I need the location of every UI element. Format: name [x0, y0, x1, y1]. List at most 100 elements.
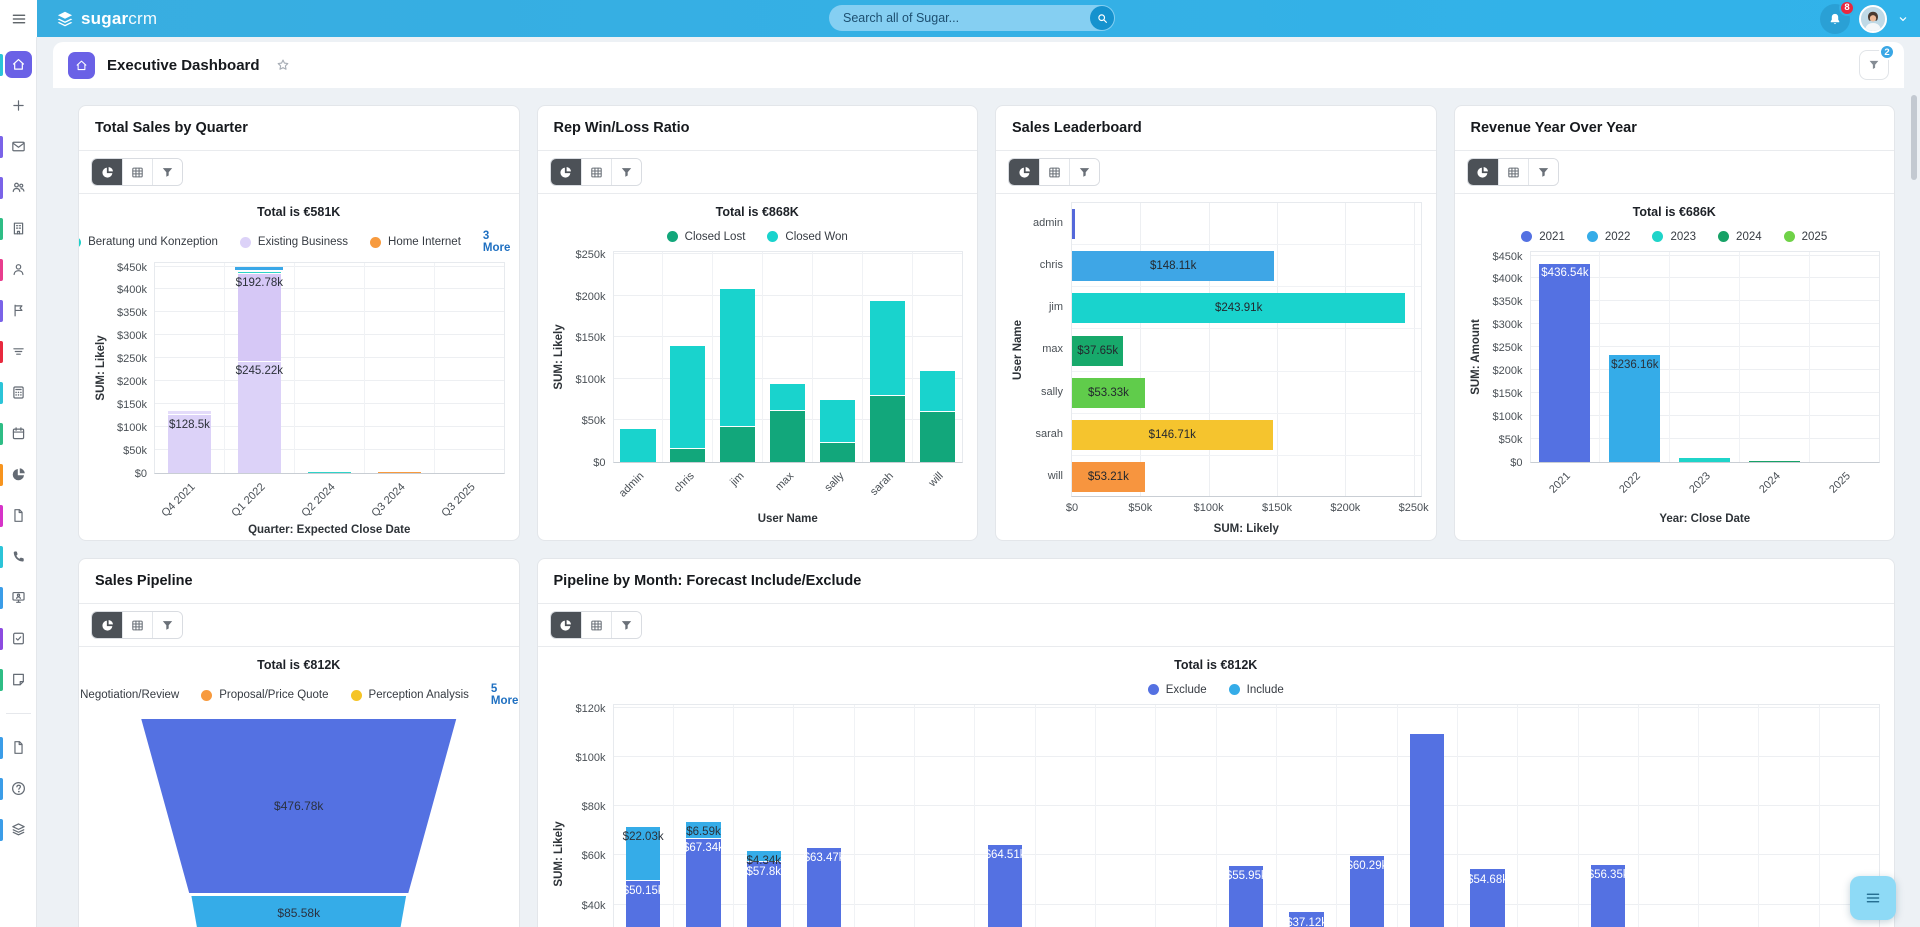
legend-item[interactable]: Proposal/Price Quote [201, 689, 329, 701]
search-button[interactable] [1090, 6, 1114, 30]
bar[interactable] [820, 252, 856, 462]
bar[interactable] [1772, 705, 1806, 927]
bar[interactable] [1531, 705, 1565, 927]
bar[interactable]: $128.5k [168, 263, 211, 473]
menu-toggle-button[interactable] [0, 0, 37, 37]
bar[interactable]: $63.47k [804, 705, 845, 927]
table-view-button[interactable] [1039, 159, 1069, 185]
legend-item[interactable]: 2024 [1718, 231, 1762, 243]
filter-button[interactable] [152, 612, 182, 638]
bar-sally[interactable]: $53.33k [1072, 377, 1145, 408]
bar[interactable] [1679, 252, 1731, 462]
bar[interactable]: $55.95k [1226, 705, 1267, 927]
bar[interactable] [448, 263, 491, 473]
legend-item[interactable]: Negotiation/Review [79, 689, 179, 701]
sidebar-item-documents[interactable] [0, 495, 37, 536]
dashboard-home-tile[interactable] [68, 51, 95, 79]
legend-item[interactable]: Closed Won [767, 231, 848, 243]
bar-segment[interactable] [686, 822, 721, 839]
sidebar-item-contacts[interactable] [0, 249, 37, 290]
bar[interactable] [1819, 252, 1870, 462]
sidebar-item-employees[interactable] [0, 167, 37, 208]
bar[interactable] [1410, 705, 1445, 927]
legend-item[interactable]: Include [1228, 684, 1284, 696]
bar-segment[interactable] [1410, 734, 1445, 927]
profile-chevron-down-icon[interactable] [1896, 12, 1910, 26]
legend-item[interactable]: Home Internet [370, 236, 461, 248]
bar[interactable] [620, 252, 656, 462]
bar-segment[interactable] [168, 414, 211, 473]
legend-item[interactable]: Existing Business [239, 236, 348, 248]
bar[interactable] [307, 263, 351, 473]
bar[interactable]: $37.12k [1286, 705, 1327, 927]
bar-segment[interactable] [806, 847, 842, 927]
bar[interactable] [928, 705, 962, 927]
bar[interactable] [1651, 705, 1685, 927]
scrollbar-thumb[interactable] [1911, 95, 1917, 180]
quick-actions-button[interactable] [1850, 876, 1896, 920]
filter-button[interactable] [152, 159, 182, 185]
sidebar-item-knowledge-base[interactable] [0, 727, 37, 768]
bar-segment[interactable] [1590, 865, 1626, 927]
bar-segment[interactable] [625, 880, 661, 927]
filter-button[interactable] [610, 612, 641, 638]
legend-more-link[interactable]: 3 More [483, 230, 519, 254]
bar-sarah[interactable]: $146.71k [1072, 419, 1273, 450]
bar-segment[interactable] [670, 345, 706, 449]
table-view-button[interactable] [1497, 159, 1528, 185]
chart-view-button[interactable] [1467, 159, 1498, 185]
bar[interactable] [869, 252, 906, 462]
bar-segment[interactable] [620, 429, 656, 462]
bar-jim[interactable]: $243.91k [1072, 293, 1406, 324]
filter-button[interactable] [1069, 159, 1099, 185]
bar-segment[interactable] [770, 410, 806, 462]
sidebar-item-opportunities[interactable] [0, 290, 37, 331]
bar-segment[interactable] [377, 472, 421, 473]
bar-segment[interactable] [237, 361, 281, 473]
bar[interactable]: $236.16k [1609, 252, 1661, 462]
bar-segment[interactable] [625, 826, 661, 881]
bar-segment[interactable] [168, 411, 211, 415]
bar-segment[interactable] [307, 471, 351, 473]
funnel-segment[interactable]: $476.78k [141, 719, 457, 893]
bar-segment[interactable] [1749, 461, 1801, 462]
dashboard-filter-button[interactable]: 2 [1859, 44, 1895, 80]
sidebar-item-meetings[interactable] [0, 577, 37, 618]
bar[interactable] [377, 263, 421, 473]
bar[interactable] [770, 252, 806, 462]
bar[interactable]: $50.15k $22.03k [623, 705, 664, 927]
legend-item[interactable]: 2025 [1783, 231, 1827, 243]
sidebar-item-more[interactable] [0, 809, 37, 850]
bar-segment[interactable] [237, 273, 281, 362]
bar-segment[interactable] [987, 845, 1023, 927]
favorite-star-icon[interactable] [275, 57, 291, 73]
sugarcrm-logo[interactable]: sugarcrm [55, 9, 157, 29]
bar[interactable] [720, 252, 756, 462]
sidebar-item-reports[interactable] [0, 454, 37, 495]
notifications-button[interactable]: 8 [1820, 0, 1855, 34]
chart-view-button[interactable] [92, 612, 122, 638]
user-avatar[interactable] [1859, 4, 1887, 33]
sidebar-item-help[interactable] [0, 768, 37, 809]
sidebar-item-home[interactable] [0, 44, 37, 85]
bar-segment[interactable] [919, 370, 956, 412]
bar-segment[interactable] [770, 383, 806, 411]
sidebar-item-emails[interactable] [0, 126, 37, 167]
bar-segment[interactable] [686, 838, 721, 927]
bar-segment[interactable] [720, 289, 756, 428]
bar-segment[interactable] [1609, 354, 1661, 462]
bar-will[interactable]: $53.21k [1072, 461, 1145, 492]
bar[interactable] [1169, 705, 1203, 927]
bar-segment[interactable] [820, 443, 856, 462]
bar-segment[interactable] [1539, 263, 1591, 462]
chart-view-button[interactable] [550, 159, 581, 185]
bar-segment[interactable] [720, 427, 756, 462]
sidebar-item-accounts[interactable] [0, 208, 37, 249]
bar[interactable]: $57.8k $4.34k [747, 705, 781, 927]
legend-item[interactable]: 2022 [1586, 231, 1630, 243]
legend-item[interactable]: Closed Lost [666, 231, 745, 243]
table-view-button[interactable] [580, 159, 611, 185]
bar-segment[interactable] [1349, 855, 1385, 927]
legend-item[interactable]: Perception Analysis [350, 689, 469, 701]
bar[interactable] [1048, 705, 1082, 927]
